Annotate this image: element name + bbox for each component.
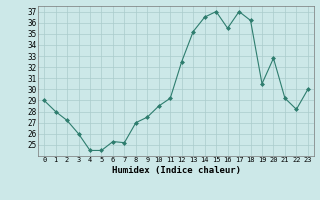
X-axis label: Humidex (Indice chaleur): Humidex (Indice chaleur) (111, 166, 241, 175)
